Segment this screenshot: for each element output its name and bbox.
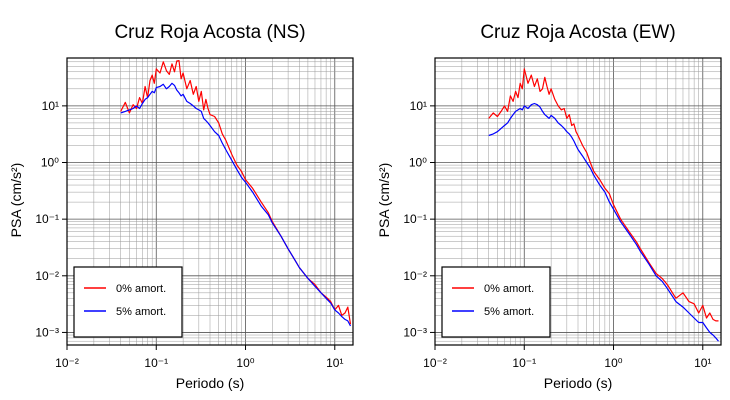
- legend-label-1: 5% amort.: [484, 306, 534, 318]
- legend-box: [73, 266, 183, 338]
- chart-panel-ns: Cruz Roja Acosta (NS) 10⁻² 10⁻¹ 10⁰ 10¹ 10⁻³…: [8, 22, 354, 391]
- chart-title: Cruz Roja Acosta (EW): [480, 22, 675, 43]
- series-line-damped: [120, 82, 352, 327]
- chart-title: Cruz Roja Acosta (NS): [114, 22, 305, 43]
- y-tick-label: 10⁻³: [35, 325, 59, 339]
- series-line-damped: [488, 102, 719, 342]
- y-tick-label: 10¹: [410, 99, 427, 113]
- plot-frame: [434, 57, 722, 346]
- y-axis-label: PSA (cm/s²): [8, 163, 24, 238]
- legend: 0% amort. 5% amort.: [441, 266, 551, 338]
- y-tick-label: 10⁻³: [403, 325, 427, 339]
- x-tick-label: 10⁰: [236, 356, 254, 370]
- y-tick-label: 10⁰: [409, 156, 427, 170]
- x-tick-label: 10⁻²: [423, 356, 447, 370]
- plot-frame: [66, 57, 354, 346]
- series-group: [120, 59, 352, 327]
- x-tick-label: 10⁻¹: [144, 356, 168, 370]
- series-line-undamped: [488, 68, 719, 322]
- legend: 0% amort. 5% amort.: [73, 266, 183, 338]
- y-tick-label: 10⁰: [41, 156, 59, 170]
- y-tick-label: 10⁻²: [403, 269, 427, 283]
- legend-label-1: 5% amort.: [116, 306, 166, 318]
- x-tick-label: 10⁻²: [55, 356, 79, 370]
- legend-label-0: 0% amort.: [484, 283, 534, 295]
- axis-ticks: 10⁻² 10⁻¹ 10⁰ 10¹ 10⁻³ 10⁻² 10⁻¹ 10⁰ 10¹: [35, 99, 343, 370]
- legend-box: [441, 266, 551, 338]
- chart-panel-ew: Cruz Roja Acosta (EW) 10⁻² 10⁻¹ 10⁰ 10¹ 10⁻³…: [376, 22, 722, 391]
- y-tick-label: 10⁻¹: [403, 212, 427, 226]
- x-tick-label: 10¹: [326, 356, 343, 370]
- x-axis-label: Periodo (s): [544, 375, 612, 391]
- x-tick-label: 10¹: [694, 356, 711, 370]
- legend-label-0: 0% amort.: [116, 283, 166, 295]
- y-tick-label: 10⁻²: [35, 269, 59, 283]
- x-tick-label: 10⁰: [604, 356, 622, 370]
- y-tick-label: 10¹: [42, 99, 59, 113]
- y-axis-label: PSA (cm/s²): [376, 163, 392, 238]
- axis-ticks: 10⁻² 10⁻¹ 10⁰ 10¹ 10⁻³ 10⁻² 10⁻¹ 10⁰ 10¹: [403, 99, 711, 370]
- x-tick-label: 10⁻¹: [512, 356, 536, 370]
- y-tick-label: 10⁻¹: [35, 212, 59, 226]
- series-group: [488, 68, 719, 342]
- x-axis-label: Periodo (s): [176, 375, 244, 391]
